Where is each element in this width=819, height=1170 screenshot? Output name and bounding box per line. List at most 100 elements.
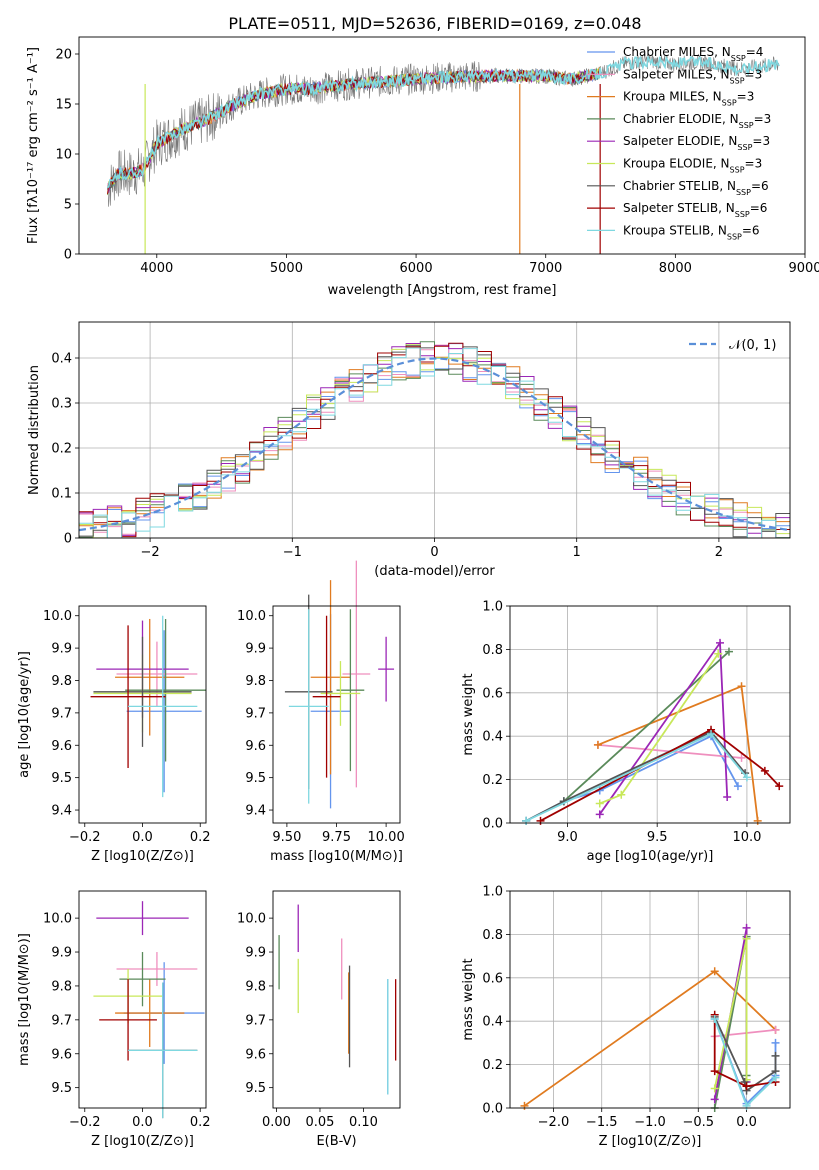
y-axis-label: mass weight (461, 958, 476, 1040)
legend-entry: Salpeter STELIB, NSSP=6 (623, 201, 767, 219)
data-point-marker (737, 682, 746, 691)
data-point-marker (753, 816, 762, 825)
axes-frame (78, 36, 806, 255)
y-tick-label: 9.6 (51, 739, 72, 754)
data-point-marker (617, 790, 626, 799)
y-tick-label: 0.2 (482, 1058, 503, 1073)
data-point-marker (742, 923, 751, 932)
data-point-marker (710, 1067, 719, 1076)
y-tick-label: 0.3 (51, 397, 72, 412)
axes-frame (78, 890, 207, 1109)
mass-weight-vs-metallicity-panel: −2.0 −1.5 −1.0 −0.5 0.0 0.0 0.2 0.4 0.6 0.8 1.0 Z [… (461, 885, 791, 1149)
data-point-marker (595, 799, 604, 808)
data-point-marker (771, 1038, 780, 1047)
data-point-marker (742, 1101, 751, 1110)
data-point-marker (714, 649, 723, 658)
y-tick-label: 9.8 (245, 674, 266, 689)
data-point-marker (707, 730, 716, 739)
data-point-marker (771, 1025, 780, 1034)
y-tick-label: 9.7 (245, 706, 266, 721)
axes-frame (509, 890, 791, 1109)
x-tick-label: 7000 (529, 261, 562, 276)
x-tick-label: 10.00 (368, 830, 405, 845)
x-tick-label: 0.2 (190, 830, 211, 845)
model-spectrum-salpeter-stelib (107, 68, 601, 195)
axes-frame (272, 605, 401, 824)
y-tick-label: 9.9 (245, 946, 266, 961)
y-tick-label: 1.0 (482, 885, 503, 900)
data-point-marker (737, 753, 746, 762)
normal-distribution-curve (78, 357, 791, 532)
data-point-marker (771, 1051, 780, 1060)
data-point-marker (760, 766, 769, 775)
histogram-salpeter-miles (79, 344, 790, 538)
series-line-salpeter-miles (714, 1029, 776, 1038)
y-tick-label: 10.0 (43, 609, 72, 624)
data-point-marker (710, 1084, 719, 1093)
y-axis-label: mass weight (461, 673, 476, 755)
y-tick-label: 9.6 (245, 1047, 266, 1062)
x-tick-label: 0.0 (132, 1115, 153, 1130)
model-spectrum-kroupa-stelib (106, 54, 780, 189)
y-tick-label: 0.4 (482, 1015, 503, 1030)
data-point-marker (710, 1015, 719, 1024)
y-tick-label: 9.9 (51, 946, 72, 961)
legend-entry: Kroupa STELIB, NSSP=6 (623, 223, 760, 241)
x-tick-label: 9.50 (272, 830, 301, 845)
legend-entry: Chabrier STELIB, NSSP=6 (623, 179, 769, 197)
y-tick-label: 0.0 (482, 1102, 503, 1117)
x-tick-label: 0.0 (736, 1115, 757, 1130)
y-axis-label: age [log10(age/yr)] (17, 651, 32, 778)
y-tick-label: 1.0 (482, 600, 503, 615)
y-tick-label: 9.5 (245, 771, 266, 786)
x-tick-label: 0.05 (305, 1115, 334, 1130)
x-tick-label: 8000 (659, 261, 692, 276)
x-tick-label: 9.75 (322, 830, 351, 845)
x-tick-label: 0.00 (262, 1115, 291, 1130)
y-tick-label: 9.4 (51, 804, 72, 819)
x-axis-label: E(B-V) (316, 1134, 356, 1149)
y-tick-label: 5 (64, 198, 72, 213)
x-tick-label: 0 (430, 545, 438, 560)
y-tick-label: 0.0 (482, 817, 503, 832)
x-tick-label: 1 (573, 545, 581, 560)
y-tick-label: 0.6 (482, 686, 503, 701)
y-tick-label: 15 (55, 98, 72, 113)
data-point-marker (716, 638, 724, 647)
x-tick-label: 9.0 (557, 830, 578, 845)
y-tick-label: 10.0 (43, 912, 72, 927)
x-tick-label: 5000 (270, 261, 303, 276)
y-tick-label: 9.7 (245, 1013, 266, 1028)
data-point-marker (742, 934, 751, 943)
y-tick-label: 9.7 (51, 706, 72, 721)
x-axis-label: mass [log10(M/M⊙)] (270, 849, 403, 864)
y-tick-label: 0 (64, 532, 72, 547)
y-tick-label: 9.6 (51, 1047, 72, 1062)
mass-weight-vs-age-panel: 9.0 9.5 10.0 0.0 0.2 0.4 0.6 0.8 1.0 age [log10(a… (461, 600, 791, 864)
x-tick-label: 0.0 (132, 830, 153, 845)
y-tick-label: 0 (64, 248, 72, 263)
data-point-marker (775, 782, 784, 791)
series-line-kroupa-elodie (713, 938, 748, 1089)
y-tick-label: 9.8 (51, 674, 72, 689)
mass-vs-metallicity-panel: −0.2 0.0 0.2 9.5 9.6 9.7 9.8 9.9 10.0 Z [log10(Z/… (17, 890, 211, 1149)
y-axis-label: Flux [fλ10⁻¹⁷ erg cm⁻² s⁻¹ A⁻¹] (26, 47, 41, 244)
axes-frame (509, 605, 791, 824)
data-point-marker (710, 1095, 719, 1104)
y-tick-label: 0.6 (482, 971, 503, 986)
x-tick-label: 6000 (400, 261, 433, 276)
axes-frame (272, 890, 401, 1109)
age-vs-metallicity-panel: −0.2 0.0 0.2 9.4 9.5 9.6 9.7 9.8 9.9 10.0 Z [log10… (17, 605, 211, 864)
x-tick-label: −2.0 (538, 1115, 570, 1130)
x-tick-label: −0.2 (69, 1115, 101, 1130)
x-tick-label: 9.5 (647, 830, 668, 845)
mass-vs-ebv-panel: 0.00 0.05 0.10 9.5 9.6 9.7 9.8 9.9 10.0 E(B-V) (237, 890, 401, 1149)
x-axis-label: Z [log10(Z/Z⊙)] (91, 849, 194, 864)
y-tick-label: 0.2 (51, 442, 72, 457)
data-point-marker (710, 967, 719, 976)
residual-histogram-panel: −2 −1 0 1 2 0 0.1 0.2 0.3 0.4 𝒩(0, 1) (data-model)/… (27, 321, 791, 579)
x-axis-label: Z [log10(Z/Z⊙)] (599, 1134, 702, 1149)
data-point-marker (522, 816, 531, 825)
x-axis-label: (data-model)/error (374, 564, 495, 579)
